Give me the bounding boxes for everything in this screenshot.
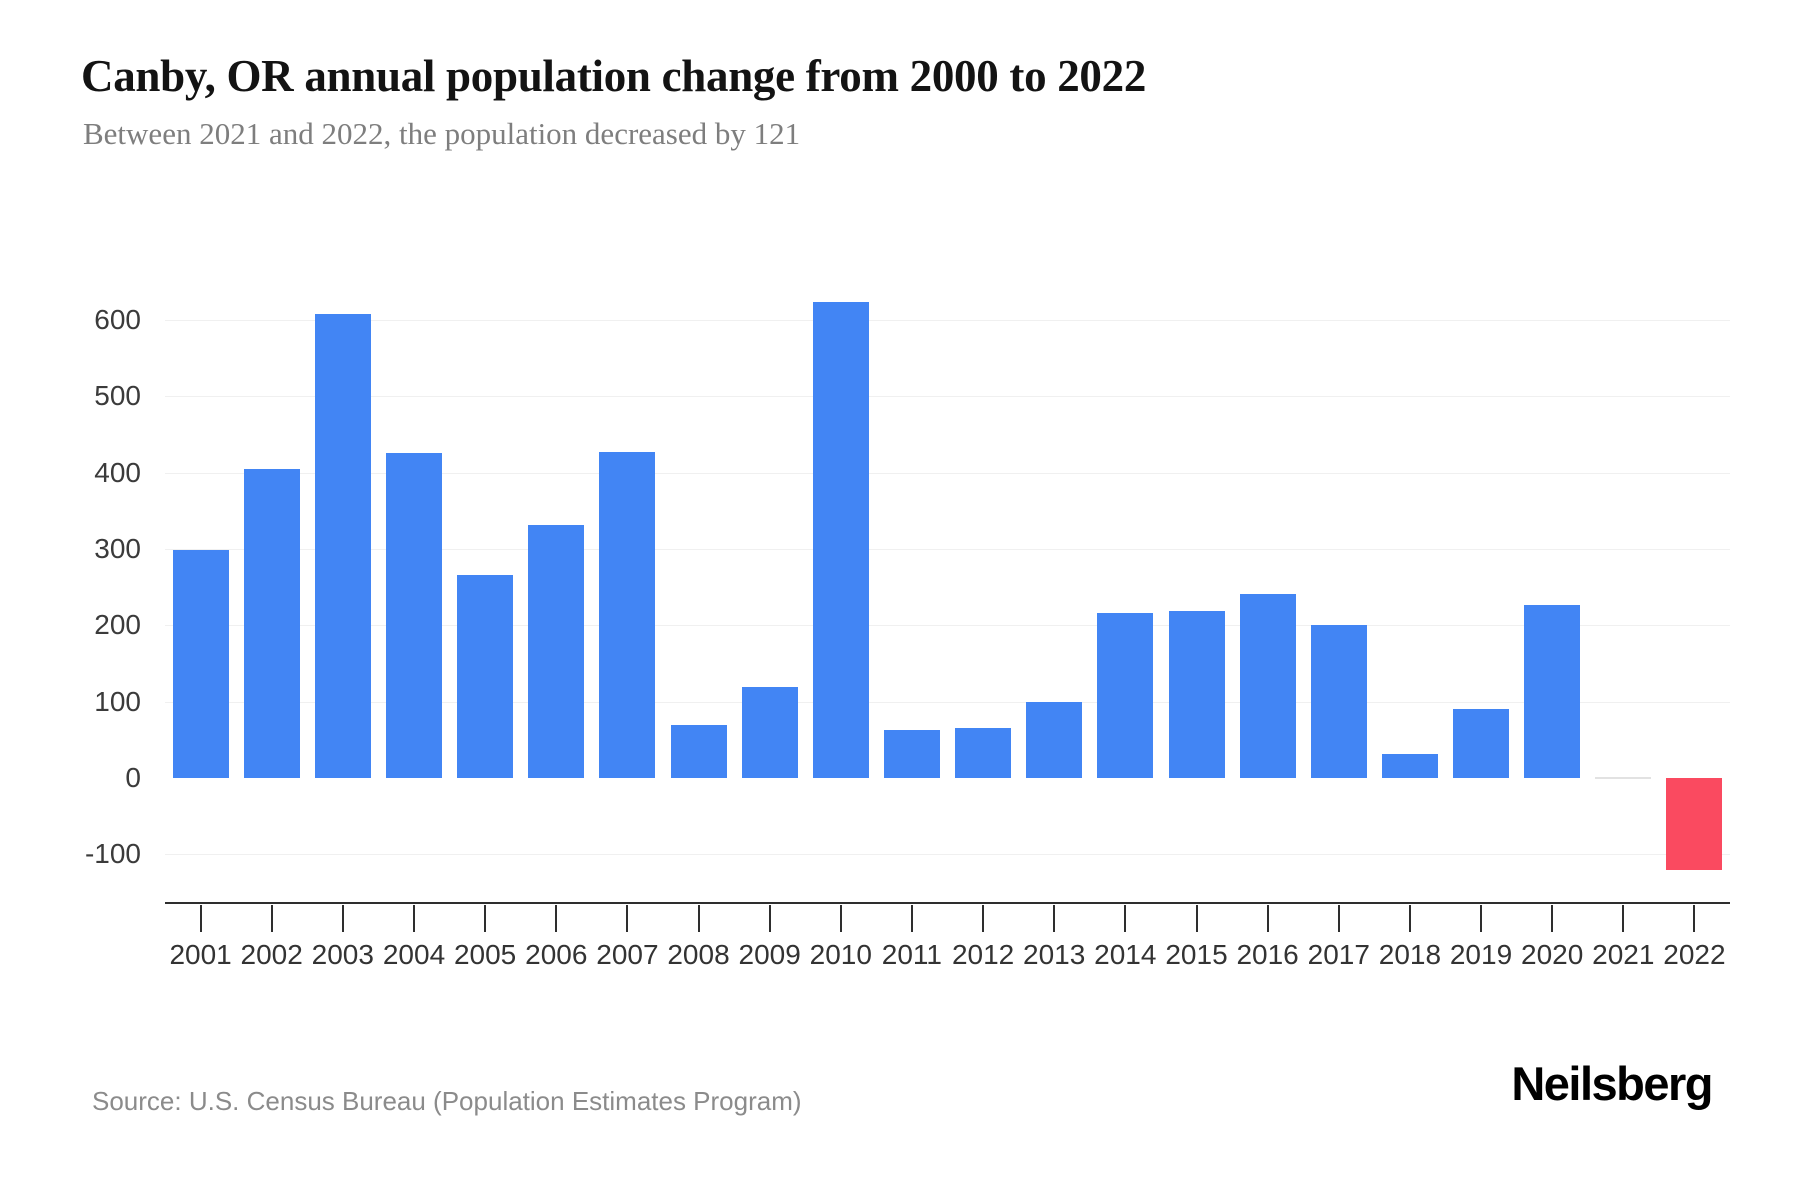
bar-2008[interactable]: [670, 725, 727, 778]
bar-2022[interactable]: [1666, 777, 1723, 871]
x-axis-tick-2004: [413, 905, 415, 932]
x-axis-label-2005: 2005: [453, 939, 517, 970]
x-axis-label-2011: 2011: [881, 939, 942, 970]
bar-2011[interactable]: [883, 729, 940, 778]
x-axis-tick-2002: [270, 905, 273, 932]
source-note: Source: U.S. Census Bureau (Population E…: [92, 1086, 802, 1116]
x-axis-tick-2014: [1124, 905, 1127, 932]
x-axis-tick-2012: [982, 905, 985, 932]
bar-2017[interactable]: [1310, 625, 1367, 778]
x-axis-label-2008: 2008: [667, 939, 730, 970]
page-title: Canby, OR annual population change from …: [81, 51, 1147, 101]
y-axis-label-200: 200: [94, 609, 141, 641]
x-axis-tick-2017: [1337, 905, 1340, 932]
x-axis-label-2015: 2015: [1165, 939, 1228, 970]
bar-2021[interactable]: [1595, 776, 1652, 779]
gridline-600: [165, 319, 1730, 321]
y-axis-label--100: -100: [84, 838, 141, 870]
x-axis-line: [165, 902, 1730, 904]
x-axis-label-2013: 2013: [1023, 939, 1086, 970]
x-axis-label-2017: 2017: [1307, 939, 1370, 970]
x-axis-tick-2013: [1053, 905, 1056, 932]
bar-2014[interactable]: [1097, 613, 1154, 778]
x-axis-tick-2008: [697, 905, 700, 932]
x-axis-tick-2003: [341, 905, 344, 932]
x-axis-label-2018: 2018: [1378, 939, 1442, 970]
bar-2012[interactable]: [955, 728, 1012, 778]
y-axis-label-600: 600: [94, 303, 141, 335]
gridline-200: [165, 625, 1730, 627]
x-axis-label-2021: 2021: [1592, 939, 1655, 970]
x-axis-label-2006: 2006: [525, 939, 588, 970]
x-axis-label-2022: 2022: [1663, 939, 1726, 970]
x-axis-label-2004: 2004: [382, 939, 446, 970]
bar-2002[interactable]: [243, 468, 300, 778]
gridline-500: [165, 396, 1730, 398]
y-axis-label-400: 400: [94, 456, 141, 488]
x-axis-label-2009: 2009: [738, 939, 801, 970]
gridline-100: [165, 701, 1730, 703]
y-axis-label-300: 300: [94, 532, 141, 564]
x-axis-tick-2020: [1551, 905, 1554, 932]
page-subtitle: Between 2021 and 2022, the population de…: [83, 116, 801, 151]
x-axis-tick-2011: [910, 905, 913, 932]
bar-2020[interactable]: [1524, 604, 1581, 778]
x-axis-label-2003: 2003: [311, 939, 374, 970]
x-axis-label-2016: 2016: [1236, 939, 1299, 970]
x-axis-tick-2007: [626, 905, 629, 932]
x-axis-label-2007: 2007: [596, 939, 659, 970]
gridline--100: [165, 854, 1730, 856]
bar-2019[interactable]: [1453, 709, 1509, 778]
x-axis-tick-2018: [1408, 905, 1411, 932]
x-axis-tick-2005: [484, 905, 487, 932]
y-axis-label-100: 100: [94, 685, 141, 717]
bar-2015[interactable]: [1168, 610, 1225, 778]
bar-2004[interactable]: [386, 452, 442, 778]
gridline-400: [165, 472, 1730, 474]
neilsberg-logo: Neilsberg: [1511, 1057, 1713, 1110]
bar-2001[interactable]: [172, 550, 229, 778]
x-axis-label-2010: 2010: [809, 939, 872, 970]
x-axis-tick-2021: [1622, 905, 1625, 932]
x-axis-label-2001: 2001: [169, 939, 232, 970]
x-axis-label-2020: 2020: [1521, 939, 1584, 970]
x-axis-tick-2009: [768, 905, 771, 932]
bar-chart-plot-area: 600 500 400 300 200 100 0 -100 2001 2002 2003 2004 2…: [85, 255, 1730, 970]
bar-2016[interactable]: [1239, 593, 1296, 778]
bar-2005[interactable]: [457, 574, 514, 778]
y-axis-label-0: 0: [125, 761, 141, 793]
x-axis-tick-2022: [1693, 905, 1696, 932]
x-axis-tick-2006: [555, 905, 558, 932]
bar-2018[interactable]: [1381, 754, 1438, 778]
x-axis-label-2014: 2014: [1094, 939, 1157, 970]
bar-2009[interactable]: [741, 687, 798, 778]
x-axis-tick-2015: [1195, 905, 1198, 932]
x-axis-tick-2016: [1266, 905, 1269, 932]
y-axis-label-500: 500: [94, 380, 141, 412]
bar-2006[interactable]: [528, 525, 585, 778]
gridline-300: [165, 548, 1730, 550]
bar-2010[interactable]: [812, 301, 869, 778]
bar-2003[interactable]: [314, 313, 371, 778]
x-axis-label-2012: 2012: [951, 939, 1015, 970]
bar-2007[interactable]: [599, 451, 656, 778]
x-axis-label-2002: 2002: [240, 939, 303, 970]
x-axis-label-2019: 2019: [1449, 939, 1513, 970]
x-axis-tick-2019: [1480, 905, 1482, 932]
bar-2013[interactable]: [1026, 701, 1083, 778]
x-axis-tick-2001: [199, 905, 202, 932]
x-axis-tick-2010: [839, 905, 842, 932]
